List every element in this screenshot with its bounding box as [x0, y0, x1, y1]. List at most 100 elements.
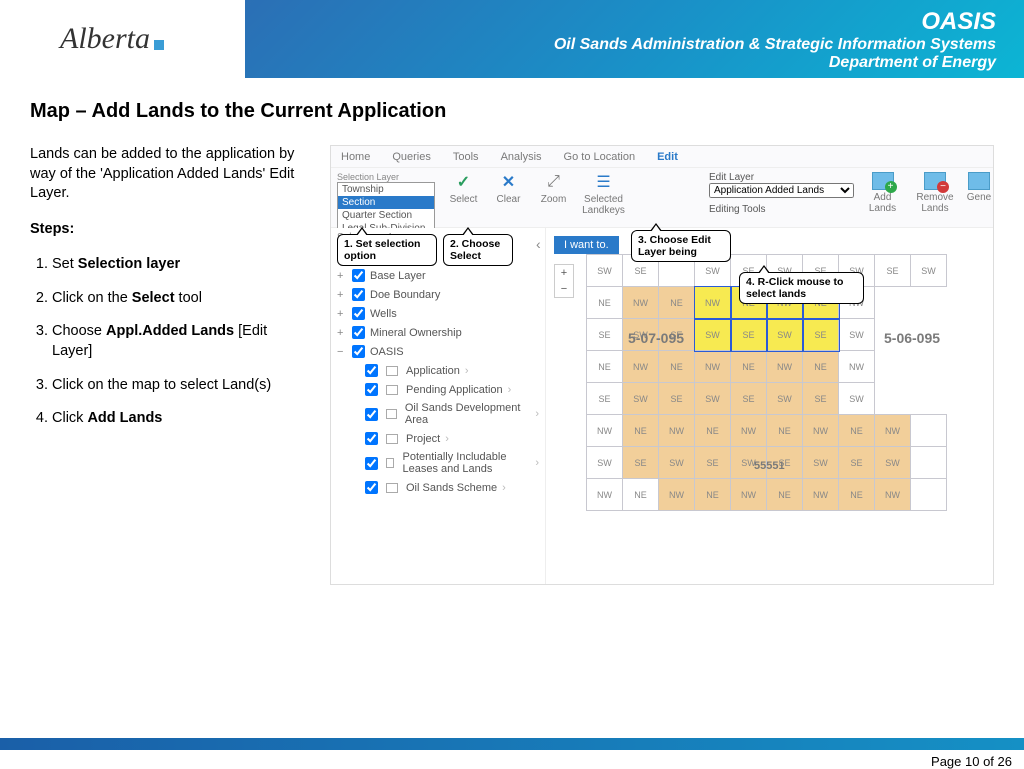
header: Alberta OASIS Oil Sands Administration &… — [0, 0, 1024, 78]
tab-analysis[interactable]: Analysis — [501, 151, 542, 163]
grid-cell[interactable]: NW — [875, 415, 911, 447]
add-lands-button[interactable]: Add Lands — [860, 168, 905, 227]
grid-cell[interactable]: NW — [695, 287, 731, 319]
grid-cell[interactable]: NW — [731, 479, 767, 511]
grid-cell[interactable]: NE — [695, 479, 731, 511]
zoom-controls[interactable]: +− — [554, 264, 574, 298]
grid-cell[interactable]: NE — [623, 415, 659, 447]
grid-cell[interactable]: SE — [659, 383, 695, 415]
step-item: Set Selection layer — [52, 255, 310, 275]
grid-cell[interactable]: NE — [587, 287, 623, 319]
grid-cell[interactable]: SW — [695, 383, 731, 415]
grid-cell[interactable]: SE — [623, 447, 659, 479]
grid-cell[interactable]: SE — [803, 383, 839, 415]
layer-item[interactable]: + Base Layer — [337, 266, 539, 285]
grid-cell[interactable]: NE — [731, 351, 767, 383]
sublayer-item[interactable]: Oil Sands Scheme › — [337, 478, 539, 497]
page-number: Page 10 of 26 — [0, 750, 1024, 769]
i-want-to-button[interactable]: I want to. — [554, 236, 619, 254]
callout-4: 4. R-Click mouse to select lands — [739, 272, 864, 304]
select-tool[interactable]: ✓Select — [441, 168, 486, 227]
opt-section[interactable]: Section — [338, 196, 434, 209]
clear-tool[interactable]: ✕Clear — [486, 168, 531, 227]
grid-cell[interactable]: NW — [839, 351, 875, 383]
sublayer-item[interactable]: Potentially Includable Leases and Lands … — [337, 448, 539, 478]
grid-cell[interactable]: SW — [911, 255, 947, 287]
tab-home[interactable]: Home — [341, 151, 370, 163]
layer-item[interactable]: − OASIS — [337, 342, 539, 361]
opt-township[interactable]: Township — [338, 183, 434, 196]
grid-cell[interactable] — [911, 479, 947, 511]
grid-cell[interactable] — [911, 447, 947, 479]
grid-cell[interactable]: NW — [803, 479, 839, 511]
collapse-icon[interactable]: ‹ — [536, 236, 541, 252]
sublayer-item[interactable]: Project › — [337, 429, 539, 448]
grid-cell[interactable]: NW — [659, 479, 695, 511]
grid-cell[interactable]: SE — [731, 383, 767, 415]
grid-cell[interactable]: NE — [767, 479, 803, 511]
grid-cell[interactable]: NE — [839, 479, 875, 511]
grid-cell[interactable]: NE — [623, 479, 659, 511]
grid-cell[interactable]: NW — [767, 351, 803, 383]
step-item: Click Add Lands — [52, 409, 310, 429]
grid-cell[interactable]: SE — [695, 447, 731, 479]
grid-cell[interactable]: SE — [587, 319, 623, 351]
sublayer-item[interactable]: Oil Sands Development Area › — [337, 399, 539, 429]
grid-cell[interactable]: SW — [839, 319, 875, 351]
grid-cell[interactable]: NW — [587, 479, 623, 511]
grid-cell[interactable]: NW — [623, 351, 659, 383]
grid-cell[interactable]: SE — [731, 319, 767, 351]
grid-cell[interactable]: NW — [587, 415, 623, 447]
grid-cell[interactable]: SW — [803, 447, 839, 479]
step-item: Choose Appl.Added Lands [Edit Layer] — [52, 322, 310, 361]
instructions: Lands can be added to the application by… — [30, 145, 310, 585]
grid-cell[interactable] — [911, 415, 947, 447]
grid-cell[interactable]: NE — [587, 351, 623, 383]
grid-cell[interactable]: NW — [659, 415, 695, 447]
grid-cell[interactable]: NE — [695, 415, 731, 447]
grid-cell[interactable]: NW — [731, 415, 767, 447]
grid-cell[interactable]: NW — [695, 351, 731, 383]
grid-cell[interactable]: NE — [659, 351, 695, 383]
selected-landkeys[interactable]: ☰Selected Landkeys — [576, 168, 631, 227]
grid-cell[interactable]: SW — [695, 319, 731, 351]
sublayer-item[interactable]: Pending Application › — [337, 380, 539, 399]
tab-queries[interactable]: Queries — [392, 151, 431, 163]
opt-qsection[interactable]: Quarter Section — [338, 209, 434, 222]
grid-cell[interactable]: SW — [587, 255, 623, 287]
gene-button[interactable]: Gene — [965, 168, 993, 227]
grid-cell[interactable]: NW — [623, 287, 659, 319]
grid-cell[interactable]: NW — [803, 415, 839, 447]
tab-edit[interactable]: Edit — [657, 151, 678, 163]
header-right: OASIS Oil Sands Administration & Strateg… — [245, 0, 1024, 78]
layer-item[interactable]: + Mineral Ownership — [337, 323, 539, 342]
grid-cell[interactable]: SW — [875, 447, 911, 479]
editing-tools-label: Editing Tools — [709, 204, 854, 215]
edit-layer-select[interactable]: Application Added Lands — [709, 183, 854, 198]
zoom-tool[interactable]: ⤢Zoom — [531, 168, 576, 227]
grid-cell[interactable]: NE — [839, 415, 875, 447]
grid-cell[interactable]: NE — [803, 351, 839, 383]
layer-item[interactable]: + Wells — [337, 304, 539, 323]
tab-goto[interactable]: Go to Location — [564, 151, 636, 163]
sublayer-item[interactable]: Application › — [337, 361, 539, 380]
grid-cell[interactable]: SE — [587, 383, 623, 415]
tab-tools[interactable]: Tools — [453, 151, 479, 163]
grid-cell[interactable]: SW — [767, 383, 803, 415]
layer-item[interactable]: + Doe Boundary — [337, 285, 539, 304]
grid-cell[interactable]: SE — [803, 319, 839, 351]
layer-panel: Selection 4 + NTS Grid+ Base Layer+ Doe … — [331, 228, 546, 585]
grid-cell[interactable]: SW — [659, 447, 695, 479]
grid-cell[interactable]: SW — [839, 383, 875, 415]
selection-layer-label: Selection Layer — [337, 172, 435, 182]
edit-layer-label: Edit Layer — [709, 172, 854, 183]
grid-cell[interactable]: SW — [767, 319, 803, 351]
grid-cell[interactable]: SW — [623, 383, 659, 415]
grid-cell[interactable]: NW — [875, 479, 911, 511]
grid-cell[interactable]: NE — [767, 415, 803, 447]
grid-cell[interactable]: SW — [587, 447, 623, 479]
grid-cell[interactable]: SE — [839, 447, 875, 479]
remove-lands-button[interactable]: Remove Lands — [905, 168, 965, 227]
grid-cell[interactable]: SE — [875, 255, 911, 287]
grid-cell[interactable]: NE — [659, 287, 695, 319]
